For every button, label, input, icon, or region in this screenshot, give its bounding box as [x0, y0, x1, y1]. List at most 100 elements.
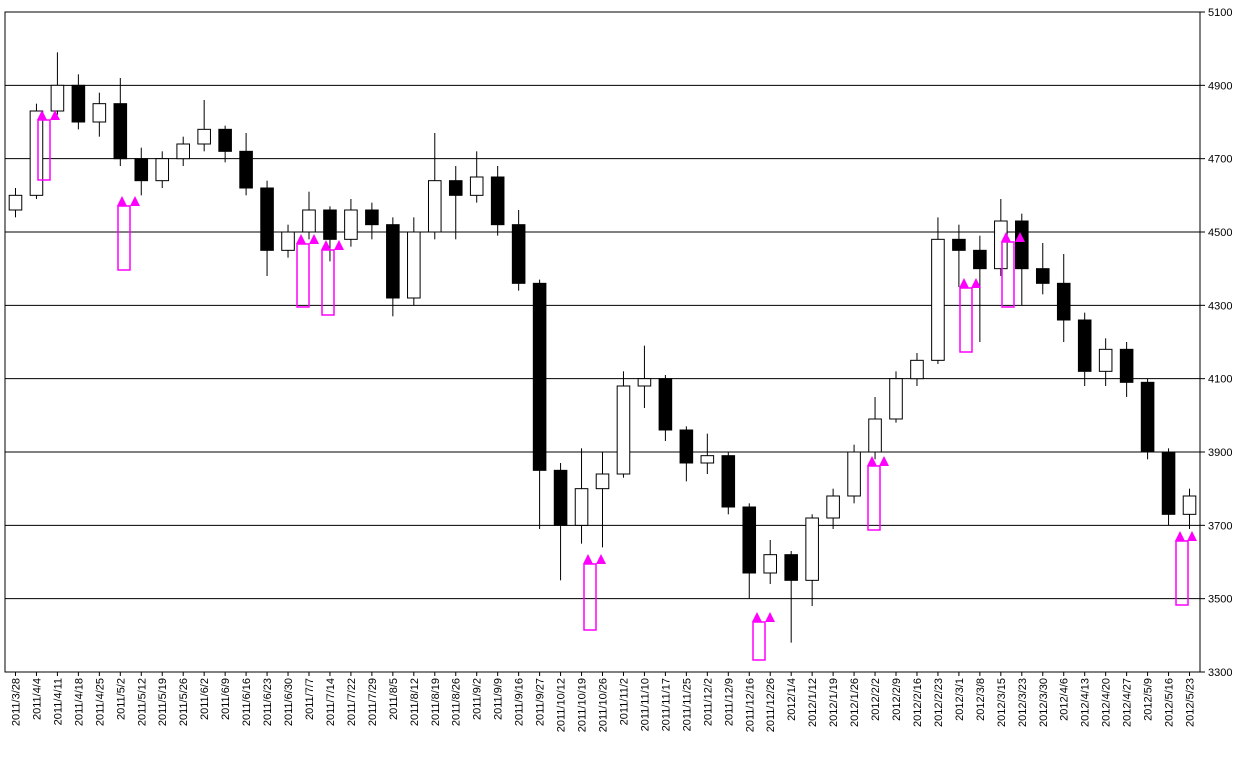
x-tick-label: 2011/7/14 — [325, 678, 337, 726]
candle-body — [889, 378, 903, 420]
candle-body — [595, 473, 610, 490]
candle-body — [1119, 348, 1134, 383]
y-tick-label: 3700 — [1208, 520, 1232, 532]
x-tick-label: 2012/3/23 — [1017, 678, 1029, 727]
candle-body — [344, 209, 358, 240]
x-tick-label: 2011/9/2 — [472, 678, 484, 720]
x-tick-label: 2012/1/4 — [786, 678, 798, 721]
x-tick-label: 2011/9/9 — [493, 678, 505, 720]
candle-body — [427, 180, 442, 233]
x-tick-label: 2012/2/16 — [912, 678, 924, 727]
candle-body — [155, 158, 170, 182]
candle-body — [742, 506, 757, 574]
annotation-box — [959, 287, 973, 353]
x-tick-label: 2012/3/15 — [996, 678, 1008, 727]
candle-body — [637, 378, 652, 387]
annotation-arrow — [309, 234, 319, 244]
x-tick-label: 2012/2/23 — [933, 678, 945, 727]
candle-body — [616, 385, 631, 475]
annotation-arrow — [959, 278, 969, 288]
x-tick-label: 2012/4/13 — [1080, 678, 1092, 727]
candle-body — [1098, 348, 1113, 372]
candle-body — [302, 209, 316, 233]
x-tick-label: 2011/4/11 — [52, 678, 64, 725]
candle-body — [679, 429, 694, 464]
x-tick-label: 2011/4/25 — [94, 678, 106, 726]
annotation-arrow — [867, 456, 877, 466]
candle-body — [239, 150, 253, 189]
y-tick-label: 4300 — [1208, 300, 1232, 312]
x-tick-label: 2011/5/26 — [178, 678, 190, 726]
x-tick-label: 2011/11/2 — [618, 678, 630, 725]
x-tick-label: 2011/9/16 — [514, 678, 526, 726]
x-tick-label: 2011/5/12 — [136, 678, 148, 726]
x-tick-label: 2011/10/26 — [598, 678, 610, 732]
x-tick-label: 2011/12/2 — [702, 678, 714, 726]
candle-body — [469, 176, 484, 196]
candle-body — [511, 224, 526, 284]
candle-body — [763, 554, 778, 574]
annotation-box — [583, 563, 597, 631]
x-tick-label: 2011/5/19 — [157, 678, 169, 726]
annotation-box — [1175, 540, 1189, 606]
candle-body — [658, 378, 673, 431]
candle-body — [218, 128, 232, 152]
candle-body — [910, 359, 924, 380]
x-tick-label: 2011/11/17 — [660, 678, 672, 731]
annotation-box — [296, 243, 310, 308]
annotation-arrow — [752, 612, 762, 622]
x-tick-label: 2011/3/28 — [10, 678, 22, 726]
annotation-arrow — [334, 240, 344, 250]
candle-body — [1182, 495, 1197, 515]
candle-body — [1015, 220, 1029, 270]
y-tick-label: 3300 — [1208, 667, 1232, 679]
candle-body — [553, 469, 568, 526]
x-tick-label: 2011/7/7 — [304, 678, 316, 720]
x-tick-label: 2012/1/26 — [849, 678, 861, 727]
candle-body — [29, 110, 44, 196]
x-tick-label: 2011/11/25 — [681, 678, 693, 731]
candle-body — [176, 143, 190, 160]
candle-body — [8, 194, 23, 211]
candle-body — [197, 128, 211, 145]
candle-body — [952, 238, 966, 251]
annotation-arrow — [971, 278, 981, 288]
candle-body — [323, 209, 337, 240]
x-tick-label: 2012/2/2 — [870, 678, 882, 721]
candle-body — [1035, 268, 1050, 284]
candle-body — [92, 103, 107, 123]
candle-body — [1140, 381, 1155, 453]
x-tick-label: 2011/7/29 — [367, 678, 379, 726]
annotation-arrow — [296, 234, 306, 244]
annotation-box — [867, 465, 881, 531]
x-tick-label: 2011/12/16 — [744, 678, 756, 732]
x-tick-label: 2011/12/9 — [723, 678, 735, 726]
annotation-arrow — [130, 196, 140, 206]
candle-body — [1056, 282, 1071, 321]
y-tick-label: 4900 — [1208, 80, 1232, 92]
candle-body — [1161, 451, 1176, 515]
x-tick-label: 2012/4/27 — [1122, 678, 1134, 727]
annotation-arrow — [1015, 232, 1025, 242]
x-tick-label: 2011/9/27 — [535, 678, 547, 726]
annotation-arrow — [321, 240, 331, 250]
x-tick-label: 2011/12/26 — [765, 678, 777, 732]
x-tick-label: 2012/4/6 — [1059, 678, 1071, 721]
x-tick-label: 2011/8/19 — [430, 678, 442, 726]
x-tick-label: 2012/4/20 — [1101, 678, 1113, 727]
candle-body — [448, 180, 463, 196]
candle-body — [847, 451, 861, 497]
x-tick-label: 2012/1/19 — [828, 678, 840, 727]
x-tick-label: 2012/3/8 — [975, 678, 987, 721]
x-tick-label: 2012/5/23 — [1185, 678, 1197, 727]
x-tick-label: 2011/6/16 — [241, 678, 253, 726]
x-tick-label: 2011/10/19 — [577, 678, 589, 732]
candle-body — [71, 84, 86, 123]
y-tick-label: 4500 — [1208, 227, 1232, 239]
candle-body — [490, 176, 505, 226]
x-tick-label: 2011/7/22 — [346, 678, 358, 726]
annotation-arrow — [1187, 531, 1197, 541]
y-tick-label: 3500 — [1208, 594, 1232, 606]
x-tick-label: 2011/4/4 — [31, 678, 43, 720]
candle-body — [574, 488, 589, 526]
